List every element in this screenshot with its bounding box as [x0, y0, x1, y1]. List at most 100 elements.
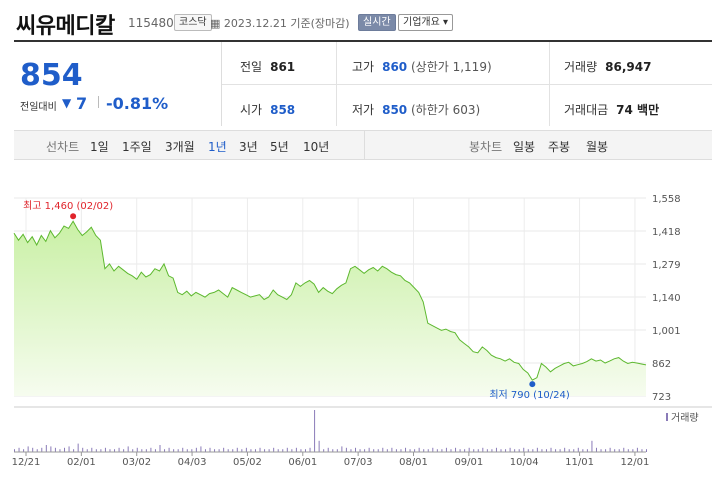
price-area [14, 221, 646, 396]
volume-bar [177, 449, 179, 452]
stat-value: 860 [382, 60, 408, 74]
volume-bar [200, 446, 202, 452]
x-tick-label: 11/01 [565, 457, 594, 468]
volume-bar [405, 447, 407, 452]
volume-bar [273, 447, 275, 452]
stat-value: 850 [382, 103, 408, 117]
volume-bar [41, 447, 43, 452]
volume-bar [32, 447, 34, 452]
company-overview-dropdown[interactable]: 기업개요 ▾ [398, 14, 453, 31]
volume-bar [364, 449, 366, 452]
y-tick-label: 862 [652, 359, 671, 370]
stat-label: 거래대금 [564, 103, 609, 117]
volume-bar [73, 449, 75, 452]
volume-bar [27, 446, 29, 452]
tab-1y[interactable]: 1년 [208, 140, 227, 154]
grid-divider [222, 84, 712, 85]
realtime-button[interactable]: 실시간 [358, 14, 396, 31]
stat-prev-close: 전일 861 [240, 58, 295, 75]
volume-bar [136, 447, 138, 452]
volume-bar [195, 447, 197, 452]
header-divider [14, 40, 712, 42]
calendar-icon: ▦ [210, 17, 221, 30]
volume-bar [327, 447, 329, 452]
volume-bar [523, 447, 525, 452]
candle-chart-label: 봉차트 [469, 140, 503, 154]
high-label: 최고 1,460 (02/02) [23, 200, 113, 212]
volume-bar [264, 449, 266, 452]
volume-bar [582, 449, 584, 452]
volume-bar [627, 449, 629, 452]
volume-bar [514, 449, 516, 452]
y-tick-label: 1,001 [652, 326, 681, 337]
volume-bar [646, 449, 647, 452]
volume-bar [141, 449, 143, 452]
tab-3m[interactable]: 3개월 [165, 140, 195, 154]
volume-bar [482, 447, 484, 452]
volume-bar [64, 447, 66, 452]
volume-bar [82, 447, 84, 452]
stat-label: 저가 [352, 103, 375, 117]
x-tick-label: 06/01 [288, 457, 317, 468]
y-tick-label: 723 [652, 392, 671, 403]
volume-bar [605, 449, 607, 452]
volume-bar [286, 447, 288, 452]
volume-bar [295, 447, 297, 452]
volume-bar [564, 447, 566, 452]
volume-bar [268, 449, 270, 452]
tab-weekly[interactable]: 주봉 [548, 140, 571, 154]
volume-bar [614, 449, 616, 452]
volume-bar [532, 449, 534, 452]
volume-bar [359, 449, 361, 452]
stat-low: 저가 850 (하한가 603) [352, 101, 480, 118]
volume-bar [418, 447, 420, 452]
stock-header: 씨유메디칼 115480 코스닥 ▦ 2023.12.21 기준(장마감) 실시… [0, 0, 712, 42]
x-tick-label: 02/01 [67, 457, 96, 468]
low-label: 최저 790 (10/24) [489, 389, 570, 401]
volume-bar [336, 449, 338, 452]
tab-10y[interactable]: 10년 [303, 140, 330, 154]
stat-sub: (하한가 603) [410, 103, 481, 117]
volume-bar [414, 449, 416, 452]
volume-bar [577, 447, 579, 452]
volume-bar [214, 449, 216, 452]
x-tick-label: 08/01 [399, 457, 428, 468]
stat-value: 861 [270, 60, 296, 74]
stat-open: 시가 858 [240, 101, 295, 118]
tab-3y[interactable]: 3년 [239, 140, 258, 154]
volume-bar [541, 449, 543, 452]
change-value: 7 [76, 94, 88, 113]
volume-bar [250, 449, 252, 452]
tab-1w[interactable]: 1주일 [122, 140, 152, 154]
volume-bar [114, 449, 116, 452]
stat-amount: 거래대금 74 백만 [564, 101, 659, 118]
volume-bar [636, 447, 638, 452]
volume-bar [623, 447, 625, 452]
tab-1d[interactable]: 1일 [90, 140, 109, 154]
volume-bar [455, 447, 457, 452]
change-divider [98, 96, 99, 108]
volume-bar [259, 447, 261, 452]
tab-5y[interactable]: 5년 [270, 140, 289, 154]
volume-legend-swatch [666, 413, 668, 421]
volume-bar [236, 447, 238, 452]
down-arrow-icon: ▼ [62, 96, 72, 110]
volume-bar [118, 447, 120, 452]
volume-bar [609, 447, 611, 452]
volume-bar [191, 449, 193, 452]
stat-sub: (상한가 1,119) [410, 60, 492, 74]
volume-bar [59, 449, 61, 452]
price-line [13, 220, 647, 381]
tab-monthly[interactable]: 월봉 [586, 140, 609, 154]
volume-bar [391, 447, 393, 452]
x-tick-label: 12/21 [12, 457, 41, 468]
volume-bar [95, 449, 97, 452]
volume-bar [632, 449, 634, 452]
volume-bar [54, 447, 56, 452]
volume-bar [68, 446, 70, 452]
tab-daily[interactable]: 일봉 [513, 140, 536, 154]
volume-bar [409, 449, 411, 452]
x-tick-label: 05/02 [233, 457, 262, 468]
volume-bar [436, 449, 438, 452]
stat-label: 거래량 [564, 60, 598, 74]
